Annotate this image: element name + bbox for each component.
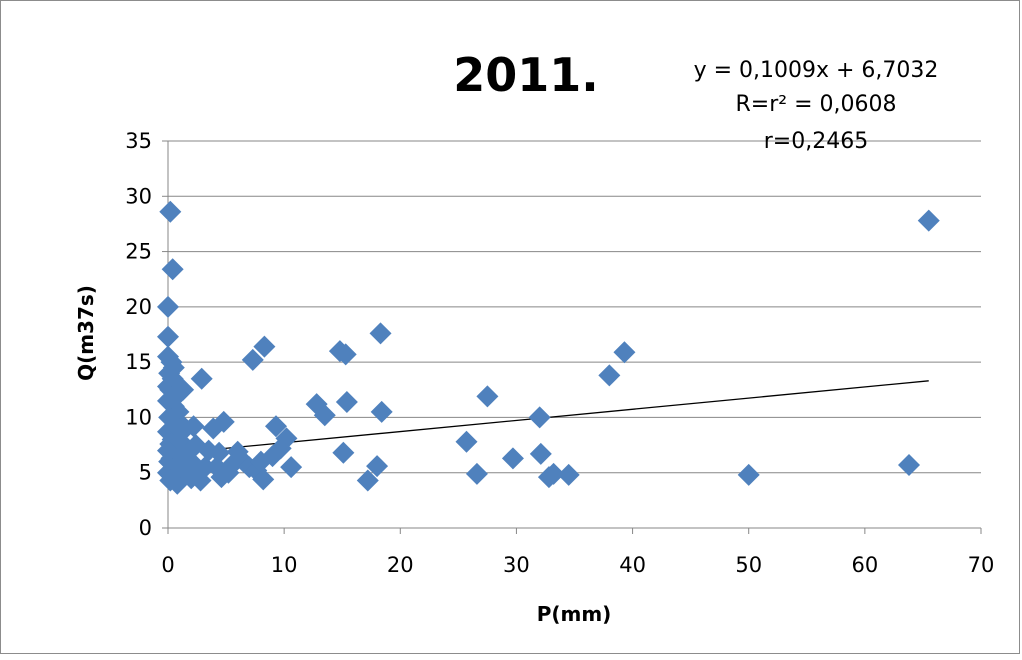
data-point — [313, 404, 336, 427]
data-point — [157, 295, 179, 318]
data-point — [159, 200, 182, 223]
equation-annotation: y = 0,1009x + 6,7032 — [694, 58, 939, 83]
data-point — [241, 348, 264, 371]
data-point — [613, 341, 636, 364]
data-point — [334, 343, 357, 366]
y-tick-label: 10 — [125, 405, 152, 429]
data-point — [557, 463, 580, 486]
data-point — [356, 469, 379, 492]
data-point — [528, 406, 551, 429]
data-point — [465, 462, 488, 485]
data-point — [161, 258, 184, 281]
data-point — [208, 441, 231, 464]
data-point — [157, 325, 179, 348]
y-tick-label: 5 — [139, 461, 152, 485]
x-tick-label: 70 — [968, 553, 995, 577]
y-tick-label: 15 — [125, 350, 152, 374]
data-point — [335, 390, 358, 413]
data-point — [542, 462, 565, 485]
data-point — [476, 385, 499, 408]
data-point — [369, 322, 392, 345]
data-point — [172, 378, 195, 401]
data-point — [598, 364, 621, 387]
gridlines — [168, 140, 981, 474]
y-tick-label: 30 — [125, 184, 152, 208]
data-point — [370, 400, 393, 423]
data-point — [253, 335, 276, 358]
x-axis-label: P(mm) — [537, 602, 612, 626]
data-point — [182, 415, 205, 438]
x-tick-label: 30 — [503, 553, 530, 577]
r-squared-annotation: R=r² = 0,0608 — [736, 92, 897, 117]
data-point — [366, 455, 389, 478]
x-tick-label: 0 — [161, 553, 174, 577]
data-point — [501, 447, 524, 470]
r-annotation: r=0,2465 — [764, 129, 868, 154]
data-point — [917, 209, 940, 232]
tick-labels: 0 5 10 15 20 25 30 35 0 10 20 30 40 50 60 70 — [125, 129, 994, 577]
y-tick-label: 25 — [125, 240, 152, 264]
data-point — [194, 456, 217, 479]
x-tick-label: 40 — [619, 553, 646, 577]
y-tick-label: 35 — [125, 129, 152, 153]
data-point — [280, 456, 303, 479]
data-point — [190, 367, 213, 390]
x-tick-label: 10 — [271, 553, 298, 577]
data-point — [245, 459, 268, 482]
data-point — [529, 442, 552, 465]
x-tick-label: 60 — [851, 553, 878, 577]
x-tick-label: 20 — [387, 553, 414, 577]
y-tick-label: 20 — [125, 295, 152, 319]
data-point — [252, 468, 275, 491]
data-point — [897, 453, 920, 476]
data-points — [157, 200, 940, 495]
data-point — [265, 415, 288, 438]
y-tick-label: 0 — [139, 516, 152, 540]
chart-title: 2011. — [453, 48, 599, 102]
data-point — [275, 427, 298, 450]
data-point — [332, 441, 355, 464]
data-point — [737, 463, 760, 486]
data-point — [455, 430, 478, 453]
x-tick-label: 50 — [735, 553, 762, 577]
y-axis-label: Q(m37s) — [74, 285, 98, 381]
data-point — [212, 410, 235, 433]
